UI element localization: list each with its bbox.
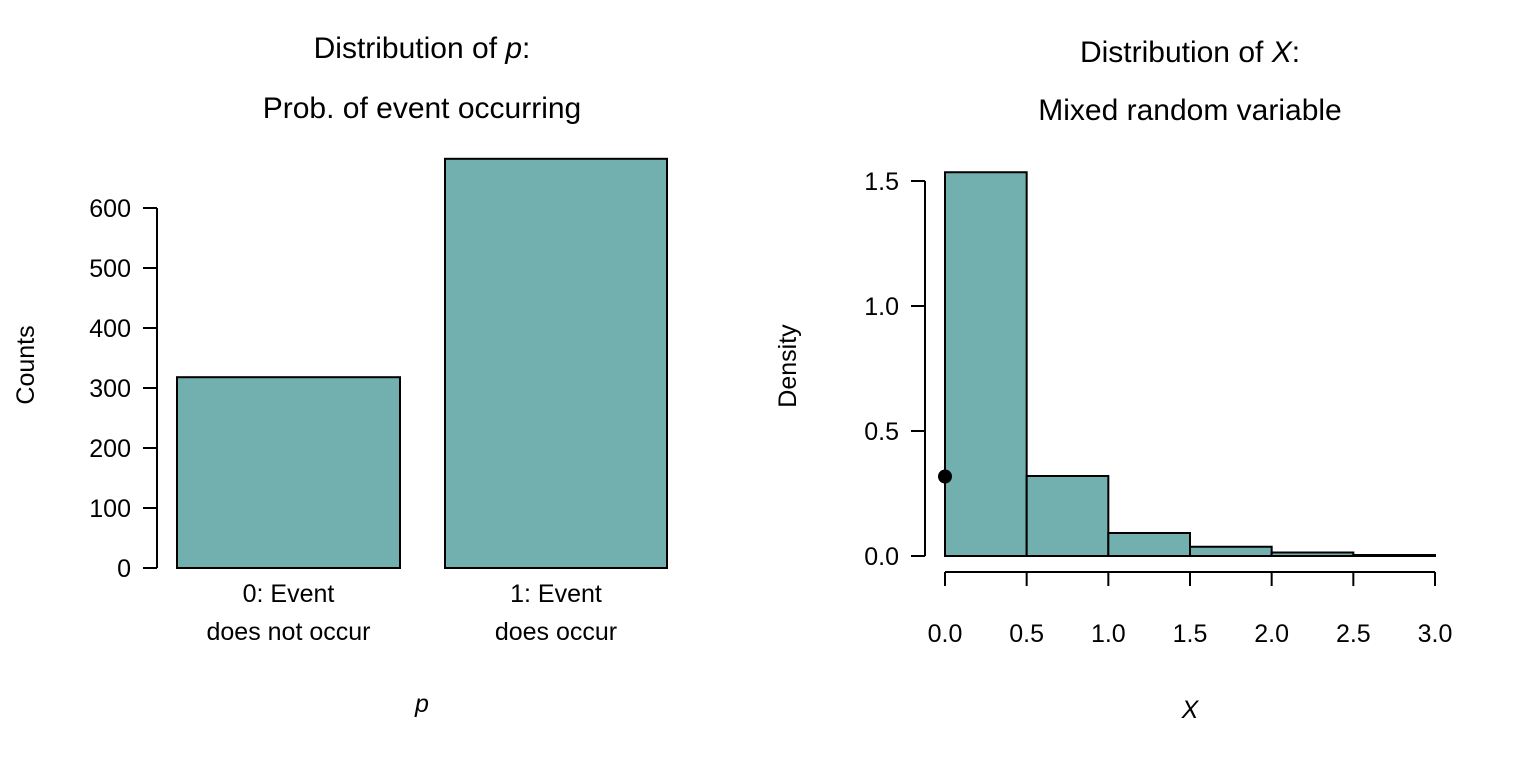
left-x-category-label: does occur [495, 618, 617, 646]
right-x-tick-label: 0.5 [1009, 620, 1044, 648]
histogram-bar [1107, 532, 1192, 557]
left-x-label: p [414, 690, 429, 718]
right-y-label: Density [774, 324, 802, 408]
right-x-label: X [1181, 696, 1200, 724]
bar [176, 376, 401, 570]
left-y-tick-label: 200 [89, 435, 131, 463]
histogram-bar [1270, 551, 1355, 557]
bar [444, 157, 668, 570]
counts-chart: Distribution of p: Prob. of event occurr… [12, 32, 668, 718]
right-x-tick-label: 3.0 [1418, 620, 1453, 648]
right-y-tick-label: 1.5 [864, 168, 899, 196]
left-y-tick-label: 400 [89, 315, 131, 343]
point-mass-marker [938, 469, 952, 484]
left-y-label: Counts [12, 325, 40, 404]
left-y-tick-label: 300 [89, 375, 131, 403]
histogram-bar [1025, 475, 1110, 557]
left-x-category-label: 1: Event [510, 580, 602, 608]
right-y-tick-label: 0.5 [864, 418, 899, 446]
right-x-tick-label: 2.0 [1254, 620, 1289, 648]
right-x-tick-label: 1.0 [1091, 620, 1126, 648]
density-chart: Distribution of X: Mixed random variable… [774, 36, 1452, 724]
left-title-line1: Distribution of p: [314, 32, 531, 65]
left-title-line2: Prob. of event occurring [263, 92, 582, 125]
right-title-line1: Distribution of X: [1080, 36, 1300, 69]
right-y-tick-label: 0.0 [864, 543, 899, 571]
right-x-tick-label: 2.5 [1336, 620, 1371, 648]
left-x-category-label: 0: Event [243, 580, 335, 608]
histogram-bar [1189, 545, 1273, 557]
right-y-tick-label: 1.0 [864, 293, 899, 321]
left-x-category-label: does not occur [207, 618, 371, 646]
right-x-tick-label: 0.0 [928, 620, 963, 648]
left-y-tick-label: 600 [89, 195, 131, 223]
right-title-line2: Mixed random variable [1038, 94, 1341, 127]
left-y-tick-label: 100 [89, 495, 131, 523]
histogram-bar [944, 171, 1028, 557]
right-x-tick-label: 1.5 [1173, 620, 1208, 648]
left-y-tick-label: 500 [89, 255, 131, 283]
left-y-tick-label: 0 [117, 555, 131, 583]
histogram-bar [1352, 554, 1437, 557]
